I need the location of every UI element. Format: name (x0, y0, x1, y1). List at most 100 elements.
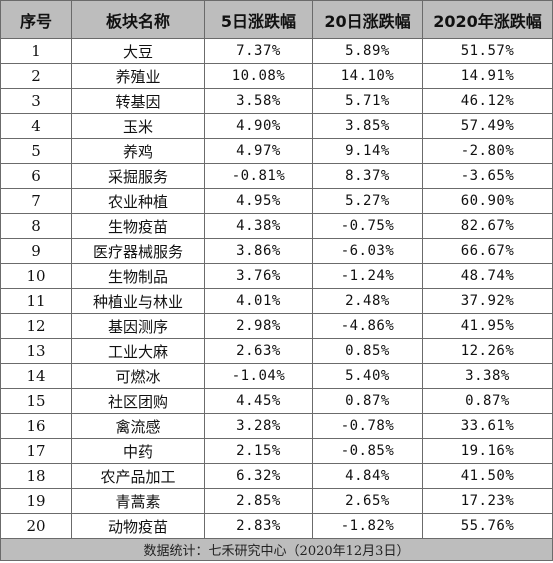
table-row: 9 医疗器械服务 3.86% -6.03% 66.67% (0, 238, 553, 264)
cell-sector-name: 转基因 (71, 88, 205, 114)
cell-5day-change: 2.85% (204, 488, 313, 514)
cell-sector-name: 青蒿素 (71, 488, 205, 514)
cell-sector-name: 农产品加工 (71, 463, 205, 489)
cell-sector-name: 社区团购 (71, 388, 205, 414)
table-row: 5 养鸡 4.97% 9.14% -2.80% (0, 138, 553, 164)
cell-5day-change: 2.63% (204, 338, 313, 364)
header-row: 序号 板块名称 5日涨跌幅 20日涨跌幅 2020年涨跌幅 (0, 0, 553, 39)
cell-20day-change: 5.71% (312, 88, 423, 114)
cell-sector-name: 玉米 (71, 113, 205, 139)
table-row: 2 养殖业 10.08% 14.10% 14.91% (0, 63, 553, 89)
cell-index: 18 (0, 463, 72, 489)
cell-20day-change: -1.24% (312, 263, 423, 289)
table-row: 17 中药 2.15% -0.85% 19.16% (0, 438, 553, 464)
table-header: 序号 板块名称 5日涨跌幅 20日涨跌幅 2020年涨跌幅 (0, 0, 553, 39)
header-index: 序号 (0, 0, 72, 39)
cell-20day-change: 8.37% (312, 163, 423, 189)
table-row: 10 生物制品 3.76% -1.24% 48.74% (0, 263, 553, 289)
cell-5day-change: 3.86% (204, 238, 313, 264)
cell-index: 9 (0, 238, 72, 264)
cell-20day-change: -0.85% (312, 438, 423, 464)
cell-index: 4 (0, 113, 72, 139)
cell-5day-change: 10.08% (204, 63, 313, 89)
cell-5day-change: 3.28% (204, 413, 313, 439)
cell-5day-change: -0.81% (204, 163, 313, 189)
cell-5day-change: 3.76% (204, 263, 313, 289)
cell-20day-change: -1.82% (312, 513, 423, 539)
cell-2020-change: 19.16% (422, 438, 553, 464)
cell-5day-change: -1.04% (204, 363, 313, 389)
table-row: 16 禽流感 3.28% -0.78% 33.61% (0, 413, 553, 439)
table-row: 13 工业大麻 2.63% 0.85% 12.26% (0, 338, 553, 364)
cell-2020-change: 51.57% (422, 38, 553, 64)
cell-index: 14 (0, 363, 72, 389)
table-footer: 数据统计：七禾研究中心（2020年12月3日） (0, 538, 553, 561)
header-5day-change: 5日涨跌幅 (204, 0, 313, 39)
cell-5day-change: 3.58% (204, 88, 313, 114)
cell-2020-change: 37.92% (422, 288, 553, 314)
table-row: 7 农业种植 4.95% 5.27% 60.90% (0, 188, 553, 214)
cell-20day-change: 5.40% (312, 363, 423, 389)
cell-20day-change: 0.85% (312, 338, 423, 364)
header-sector-name: 板块名称 (71, 0, 205, 39)
cell-index: 5 (0, 138, 72, 164)
cell-20day-change: 2.48% (312, 288, 423, 314)
cell-index: 20 (0, 513, 72, 539)
cell-index: 15 (0, 388, 72, 414)
cell-sector-name: 种植业与林业 (71, 288, 205, 314)
cell-2020-change: 48.74% (422, 263, 553, 289)
cell-5day-change: 4.45% (204, 388, 313, 414)
table-row: 12 基因测序 2.98% -4.86% 41.95% (0, 313, 553, 339)
table-row: 15 社区团购 4.45% 0.87% 0.87% (0, 388, 553, 414)
table-row: 6 采掘服务 -0.81% 8.37% -3.65% (0, 163, 553, 189)
cell-index: 7 (0, 188, 72, 214)
cell-5day-change: 2.83% (204, 513, 313, 539)
cell-20day-change: 5.27% (312, 188, 423, 214)
cell-2020-change: 0.87% (422, 388, 553, 414)
cell-20day-change: 5.89% (312, 38, 423, 64)
table-row: 4 玉米 4.90% 3.85% 57.49% (0, 113, 553, 139)
cell-2020-change: 60.90% (422, 188, 553, 214)
cell-sector-name: 医疗器械服务 (71, 238, 205, 264)
table-body: 1 大豆 7.37% 5.89% 51.57% 2 养殖业 10.08% 14.10% 14.91… (0, 38, 553, 539)
data-source-note: 数据统计：七禾研究中心（2020年12月3日） (0, 538, 553, 561)
table-row: 1 大豆 7.37% 5.89% 51.57% (0, 38, 553, 64)
table-row: 14 可燃冰 -1.04% 5.40% 3.38% (0, 363, 553, 389)
cell-index: 1 (0, 38, 72, 64)
cell-index: 16 (0, 413, 72, 439)
cell-index: 2 (0, 63, 72, 89)
cell-2020-change: -2.80% (422, 138, 553, 164)
cell-5day-change: 4.01% (204, 288, 313, 314)
cell-sector-name: 农业种植 (71, 188, 205, 214)
cell-sector-name: 禽流感 (71, 413, 205, 439)
cell-sector-name: 采掘服务 (71, 163, 205, 189)
cell-sector-name: 基因测序 (71, 313, 205, 339)
cell-sector-name: 生物制品 (71, 263, 205, 289)
cell-2020-change: 57.49% (422, 113, 553, 139)
cell-sector-name: 大豆 (71, 38, 205, 64)
cell-2020-change: 82.67% (422, 213, 553, 239)
cell-2020-change: -3.65% (422, 163, 553, 189)
cell-sector-name: 可燃冰 (71, 363, 205, 389)
cell-20day-change: -4.86% (312, 313, 423, 339)
cell-5day-change: 4.97% (204, 138, 313, 164)
cell-2020-change: 46.12% (422, 88, 553, 114)
cell-2020-change: 14.91% (422, 63, 553, 89)
cell-20day-change: -0.78% (312, 413, 423, 439)
cell-5day-change: 6.32% (204, 463, 313, 489)
cell-index: 11 (0, 288, 72, 314)
cell-2020-change: 41.50% (422, 463, 553, 489)
cell-5day-change: 4.38% (204, 213, 313, 239)
table-row: 19 青蒿素 2.85% 2.65% 17.23% (0, 488, 553, 514)
cell-index: 8 (0, 213, 72, 239)
cell-20day-change: 3.85% (312, 113, 423, 139)
cell-sector-name: 养鸡 (71, 138, 205, 164)
cell-2020-change: 41.95% (422, 313, 553, 339)
table-row: 11 种植业与林业 4.01% 2.48% 37.92% (0, 288, 553, 314)
table-row: 8 生物疫苗 4.38% -0.75% 82.67% (0, 213, 553, 239)
cell-5day-change: 2.15% (204, 438, 313, 464)
cell-sector-name: 中药 (71, 438, 205, 464)
cell-20day-change: -0.75% (312, 213, 423, 239)
